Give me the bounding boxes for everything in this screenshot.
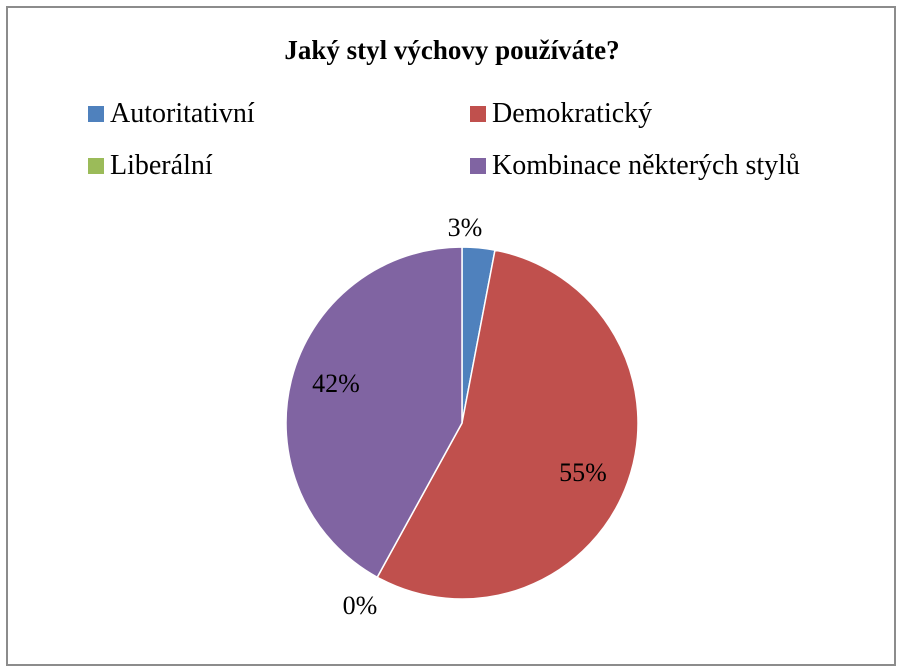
- data-label-liberalni: 0%: [343, 591, 378, 620]
- legend-swatch-kombinace: [470, 158, 486, 174]
- data-label-autoritativni: 3%: [448, 213, 483, 242]
- legend-item-liberalni: Liberální: [88, 150, 213, 182]
- legend-label-autoritativni: Autoritativní: [110, 98, 255, 129]
- legend-label-kombinace: Kombinace některých stylů: [492, 150, 800, 181]
- legend-swatch-autoritativni: [88, 106, 104, 122]
- data-label-kombinace: 42%: [312, 369, 360, 398]
- pie-slice-kombinace: [285, 246, 463, 579]
- legend-swatch-liberalni: [88, 158, 104, 174]
- legend-label-liberalni: Liberální: [110, 150, 213, 181]
- pie-slice-demokraticky: [376, 249, 639, 600]
- legend-swatch-demokraticky: [470, 106, 486, 122]
- legend-item-autoritativni: Autoritativní: [88, 98, 255, 130]
- legend-item-demokraticky: Demokratický: [470, 98, 652, 130]
- pie-chart: 3% 55% 0% 42%: [285, 213, 639, 620]
- data-label-demokraticky: 55%: [559, 458, 607, 487]
- legend-item-kombinace: Kombinace některých stylů: [470, 150, 800, 182]
- legend-label-demokraticky: Demokratický: [492, 98, 653, 129]
- chart-title: Jaký styl výchovy používáte?: [284, 35, 620, 65]
